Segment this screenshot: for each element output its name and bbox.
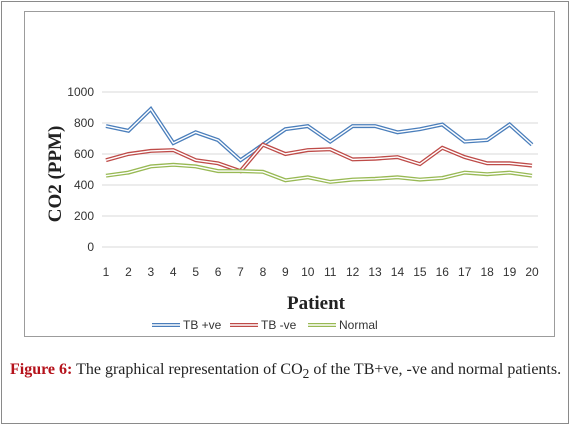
- x-tick-label: 10: [301, 265, 315, 279]
- x-tick-label: 16: [436, 265, 450, 279]
- figure-caption: Figure 6: The graphical representation o…: [10, 357, 566, 386]
- x-tick-label: 13: [368, 265, 382, 279]
- series-line-inner-tb-ve: [105, 108, 533, 162]
- caption-text-end: of the TB+ve, -ve and normal patients.: [309, 361, 562, 378]
- x-tick-label: 5: [192, 265, 199, 279]
- x-tick-label: 19: [503, 265, 517, 279]
- x-tick-label: 4: [170, 265, 177, 279]
- legend-label-tb-ve: TB +ve: [183, 318, 222, 332]
- x-tick-label: 18: [480, 265, 494, 279]
- x-tick-label: 14: [391, 265, 405, 279]
- x-tick-label: 3: [147, 265, 154, 279]
- x-tick-label: 8: [260, 265, 267, 279]
- x-tick-label: 11: [324, 265, 337, 279]
- x-tick-label: 12: [346, 265, 360, 279]
- series-line-inner-normal: [105, 164, 533, 183]
- series-line-inner-tb-ve: [105, 143, 533, 172]
- y-tick-label: 400: [74, 178, 94, 192]
- caption-text-start: The graphical representation of CO: [72, 361, 303, 378]
- x-tick-label: 6: [215, 265, 222, 279]
- chart-area: 0 200 400 600 800 1000 1 2 3 4 5 6 7 8 9 10 11 12 13 14 15 16…: [24, 11, 555, 337]
- x-tick-label: 17: [458, 265, 472, 279]
- x-tick-label: 15: [413, 265, 427, 279]
- y-tick-label: 1000: [67, 85, 94, 99]
- x-tick-label: 20: [525, 265, 539, 279]
- x-axis-title: Patient: [287, 293, 346, 314]
- x-tick-label: 2: [125, 265, 132, 279]
- y-axis-title: CO2 (PPM): [45, 126, 66, 223]
- y-tick-label: 0: [87, 240, 94, 254]
- x-tick-label: 1: [103, 265, 110, 279]
- legend-label-tb-ve: TB -ve: [261, 318, 297, 332]
- figure-label: Figure 6:: [10, 361, 73, 378]
- y-tick-label: 200: [74, 209, 94, 223]
- y-tick-label: 600: [74, 147, 94, 161]
- caption-subscript: 2: [302, 366, 310, 382]
- y-tick-label: 800: [74, 116, 94, 130]
- x-tick-label: 7: [237, 265, 244, 279]
- legend-label-normal: Normal: [339, 318, 378, 332]
- x-tick-label: 9: [282, 265, 289, 279]
